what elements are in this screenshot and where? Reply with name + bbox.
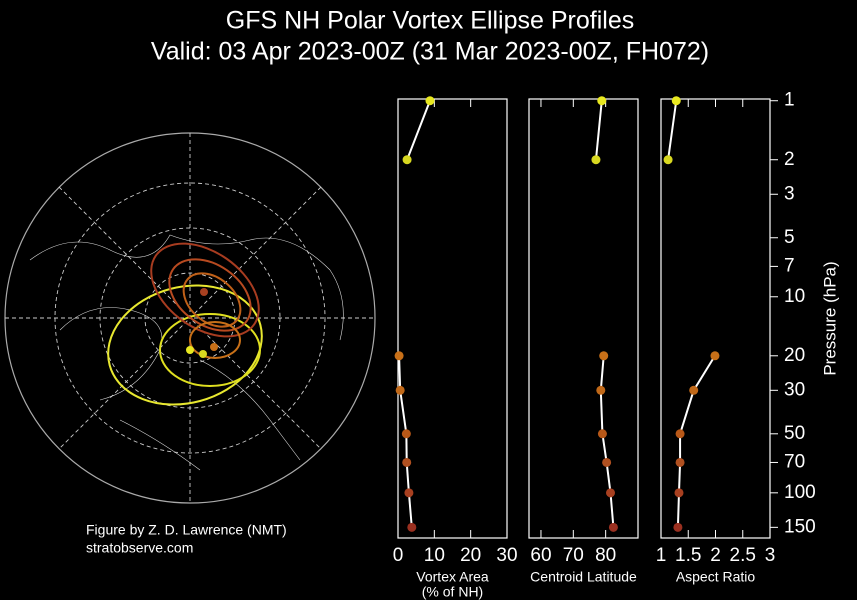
axes-frame — [397, 98, 508, 539]
profile-line — [667, 100, 716, 528]
profile-point — [608, 522, 618, 532]
y-tick-label: 2 — [784, 149, 795, 170]
profile-point — [671, 96, 681, 106]
map-coastlines — [29, 234, 344, 471]
credit: Figure by Z. D. Lawrence (NMT) — [86, 522, 287, 538]
profile-point — [401, 429, 411, 439]
y-tick-label: 5 — [784, 227, 795, 248]
x-tick-label: 3 — [765, 545, 776, 566]
axes-frame — [528, 98, 639, 539]
profile-point — [402, 155, 412, 165]
polar-map — [4, 132, 376, 504]
credit: stratobserve.com — [86, 540, 193, 556]
x-tick-label: 60 — [530, 545, 551, 566]
y-tick-label: 50 — [784, 423, 805, 444]
x-tick-label: 2.5 — [730, 545, 756, 566]
profile-point — [394, 351, 404, 361]
y-tick-label: 70 — [784, 451, 805, 472]
profile-point — [606, 488, 616, 498]
title-line: GFS NH Polar Vortex Ellipse Profiles — [226, 7, 634, 35]
y-tick-label: 30 — [784, 379, 805, 400]
y-axis-label: Pressure (hPa) — [820, 261, 839, 375]
profile-point — [673, 522, 683, 532]
profile-line — [594, 100, 615, 528]
x-tick-label: 1 — [656, 545, 667, 566]
profile-point — [596, 385, 606, 395]
x-tick-label: 30 — [496, 545, 517, 566]
x-axis-label: (% of NH) — [422, 584, 483, 600]
profile-point — [425, 96, 435, 106]
profile-point — [407, 522, 417, 532]
x-tick-label: 0 — [393, 545, 404, 566]
profile-point — [710, 351, 720, 361]
profile-point — [591, 155, 601, 165]
y-tick-label: 1 — [784, 90, 795, 111]
y-tick-label: 3 — [784, 183, 795, 204]
profile-point — [675, 457, 685, 467]
profile-point — [395, 385, 405, 395]
title-line: Valid: 03 Apr 2023-00Z (31 Mar 2023-00Z,… — [151, 38, 709, 66]
x-tick-label: 70 — [563, 545, 584, 566]
y-tick-label: 7 — [784, 255, 795, 276]
x-tick-label: 80 — [595, 545, 616, 566]
profile-point — [674, 488, 684, 498]
y-tick-label: 10 — [784, 286, 805, 307]
y-tick-label: 100 — [784, 482, 816, 503]
y-tick-label: 150 — [784, 516, 816, 537]
x-axis-label: Centroid Latitude — [530, 569, 637, 585]
profile-point — [689, 385, 699, 395]
profile-point — [602, 457, 612, 467]
x-tick-label: 20 — [460, 545, 481, 566]
profile-point — [597, 96, 607, 106]
profile-point — [675, 429, 685, 439]
y-tick-label: 20 — [784, 345, 805, 366]
profile-line — [398, 100, 431, 528]
x-axis-label: Vortex Area — [416, 569, 489, 585]
profile-point — [599, 351, 609, 361]
profile-point — [404, 488, 414, 498]
x-tick-label: 2 — [710, 545, 721, 566]
profile-point — [402, 457, 412, 467]
x-tick-label: 10 — [424, 545, 445, 566]
vortex-ellipses — [107, 242, 263, 406]
x-axis-label: Aspect Ratio — [676, 569, 756, 585]
x-tick-label: 1.5 — [675, 545, 701, 566]
profile-point — [663, 155, 673, 165]
profile-point — [597, 429, 607, 439]
